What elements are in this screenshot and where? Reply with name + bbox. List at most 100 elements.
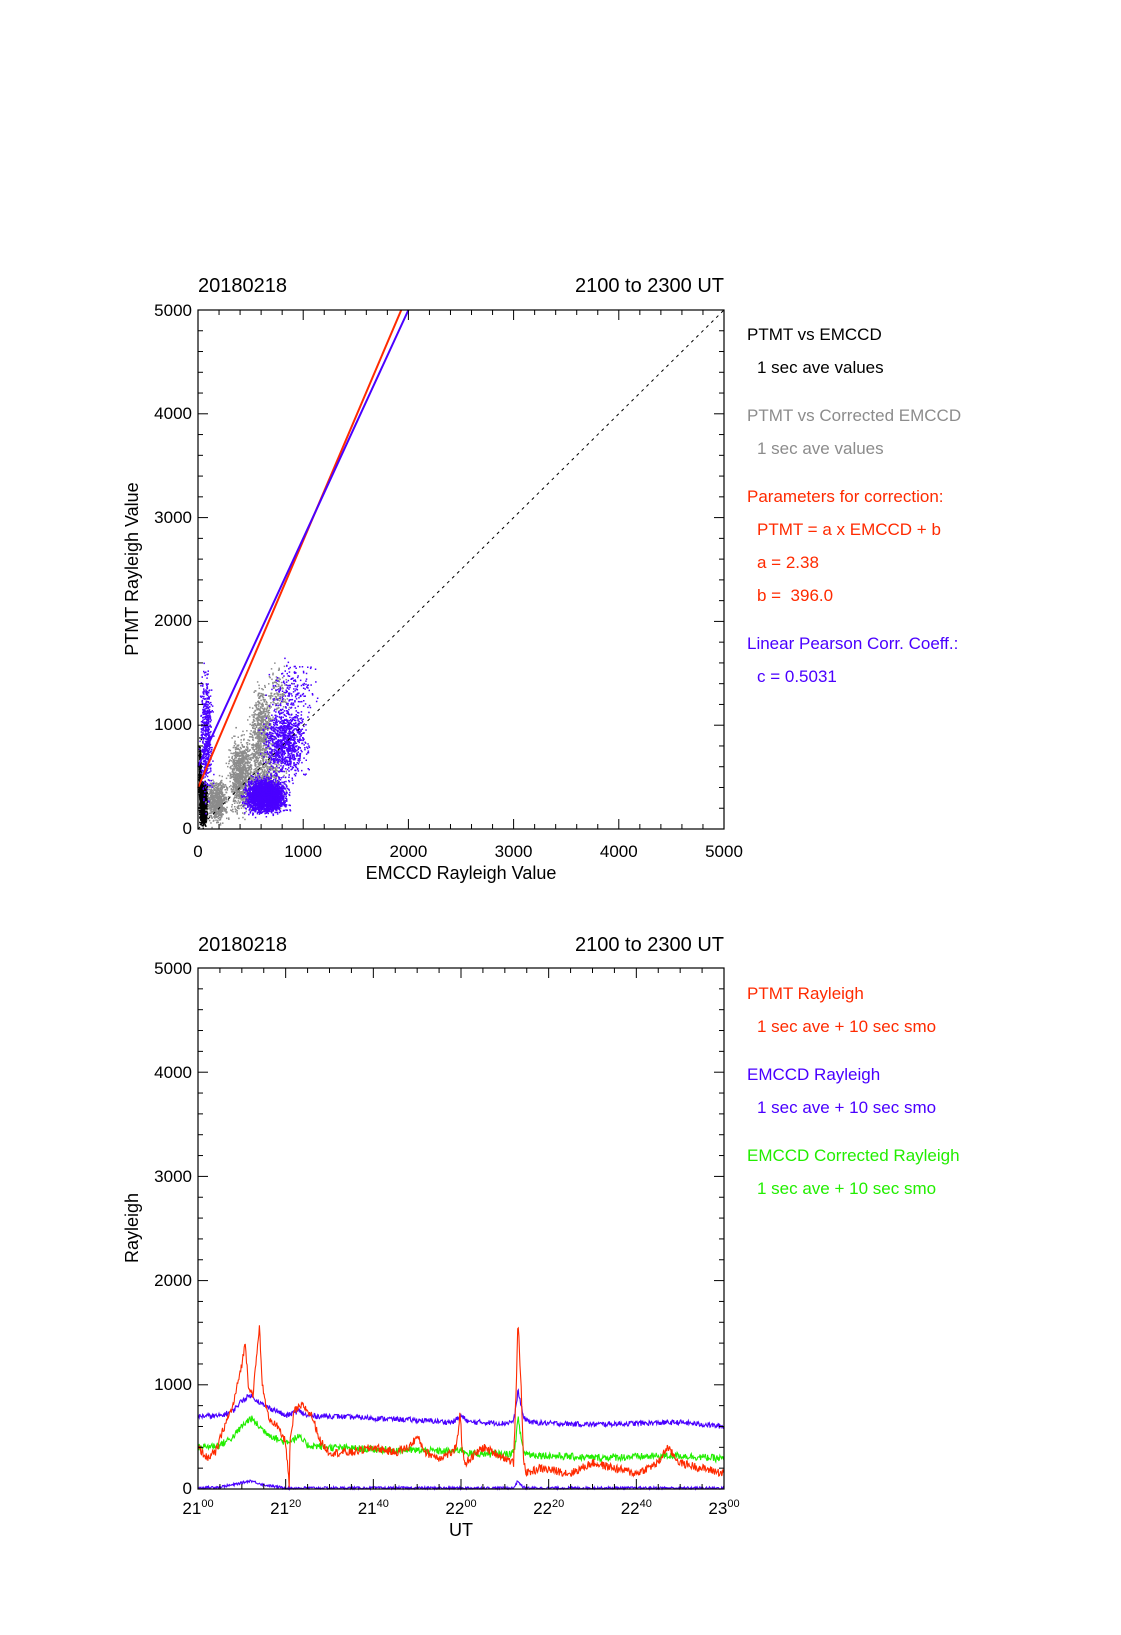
scatter-point-black: [198, 770, 201, 772]
scatter-point-black: [199, 799, 202, 801]
scatter-point-blue: [202, 731, 204, 734]
scatter-point-gray: [259, 728, 262, 731]
scatter-point-gray: [232, 776, 234, 779]
scatter-point-gray: [245, 748, 247, 751]
scatter-point-gray: [269, 760, 272, 763]
scatter-point-gray: [209, 800, 211, 802]
scatter-point-gray: [211, 801, 214, 803]
scatter-point-black: [198, 787, 201, 789]
scatter-point-gray: [261, 740, 264, 742]
scatter-point-blue: [206, 729, 208, 731]
scatter-point-gray: [259, 745, 261, 747]
scatter-point-gray: [283, 694, 286, 696]
scatter-point-gray: [263, 749, 266, 751]
scatter-point-gray: [246, 803, 249, 805]
scatter-point-gray: [233, 775, 235, 777]
scatter-point-gray: [233, 766, 235, 768]
scatter-point-gray: [209, 807, 211, 810]
scatter-point-gray: [255, 769, 257, 771]
scatter-point-gray: [237, 785, 240, 788]
scatter-point-gray: [209, 802, 211, 805]
scatter-point-gray: [230, 765, 232, 768]
scatter-point-gray: [253, 725, 255, 727]
scatter-point-gray: [212, 820, 215, 822]
scatter-point-gray: [249, 761, 251, 764]
scatter-point-gray: [216, 813, 219, 815]
scatter-point-gray: [275, 703, 278, 705]
scatter-point-black: [203, 807, 205, 810]
scatter-point-gray: [261, 704, 264, 707]
scatter-point-gray: [256, 735, 258, 738]
scatter-point-gray: [279, 685, 282, 688]
scatter-point-black: [199, 775, 201, 777]
scatter-point-gray: [223, 810, 226, 812]
scatter-point-gray: [246, 774, 249, 776]
scatter-point-gray: [233, 785, 236, 787]
scatter-point-gray: [228, 760, 230, 763]
scatter-point-gray: [239, 788, 241, 790]
scatter-point-gray: [234, 799, 236, 802]
scatter-point-gray: [218, 800, 221, 802]
scatter-point-gray: [220, 786, 222, 788]
scatter-point-gray: [240, 780, 242, 783]
scatter-point-gray: [244, 773, 246, 775]
scatter-point-gray: [263, 744, 265, 746]
scatter-point-gray: [220, 809, 223, 812]
scatter-point-gray: [277, 695, 279, 697]
scatter-point-gray: [264, 734, 266, 736]
scatter-point-gray: [225, 791, 228, 794]
scatter-point-gray: [257, 763, 260, 766]
scatter-point-gray: [283, 774, 285, 777]
scatter-point-gray: [278, 764, 280, 766]
scatter-point-gray: [209, 792, 212, 795]
scatter-point-gray: [262, 727, 264, 730]
scatter-point-gray: [277, 683, 280, 686]
scatter-point-blue: [208, 702, 211, 705]
scatter-point-gray: [257, 736, 259, 739]
scatter-point-gray: [243, 738, 245, 740]
scatter-point-gray: [241, 752, 243, 754]
scatter-point-gray: [254, 737, 257, 739]
scatter-point-gray: [257, 745, 259, 747]
scatter-point-gray: [225, 777, 228, 780]
scatter-point-black: [198, 788, 200, 791]
scatter-point-gray: [247, 755, 249, 757]
scatter-point-gray: [224, 800, 227, 803]
scatter-point-gray: [240, 767, 242, 769]
scatter-point-gray: [266, 715, 269, 718]
scatter-point-gray: [257, 713, 260, 716]
scatter-point-black: [199, 767, 202, 770]
scatter-point-gray: [263, 737, 265, 740]
scatter-point-gray: [241, 787, 244, 789]
scatter-point-gray: [240, 758, 243, 761]
scatter-point-gray: [248, 715, 251, 718]
scatter-point-gray: [260, 692, 262, 695]
scatter-point-gray: [235, 787, 238, 789]
scatter-point-gray: [234, 752, 236, 754]
scatter-point-gray: [210, 822, 212, 824]
scatter-point-gray: [214, 794, 217, 797]
scatter-point-gray: [230, 760, 233, 762]
scatter-point-gray: [268, 771, 271, 774]
scatter-point-gray: [231, 804, 233, 806]
scatter-point-gray: [244, 778, 246, 780]
scatter-point-gray: [266, 767, 268, 769]
scatter-point-gray: [238, 775, 240, 778]
scatter-point-gray: [231, 764, 233, 767]
scatter-point-gray: [244, 769, 247, 771]
scatter-point-gray: [250, 759, 253, 761]
scatter-point-gray: [255, 744, 257, 747]
scatter-point-black: [200, 789, 202, 791]
scatter-point-gray: [268, 675, 271, 678]
scatter-point-black: [207, 804, 209, 806]
scatter-point-gray: [213, 800, 216, 802]
scatter-point-gray: [235, 751, 237, 754]
scatter-point-gray: [242, 798, 244, 800]
scatter-point-gray: [209, 803, 212, 806]
scatter-point-gray: [260, 748, 262, 750]
scatter-point-gray: [218, 784, 221, 786]
scatter-point-gray: [245, 792, 247, 794]
scatter-point-gray: [233, 760, 236, 763]
scatter-point-gray: [240, 786, 242, 789]
scatter-point-gray: [237, 774, 240, 777]
